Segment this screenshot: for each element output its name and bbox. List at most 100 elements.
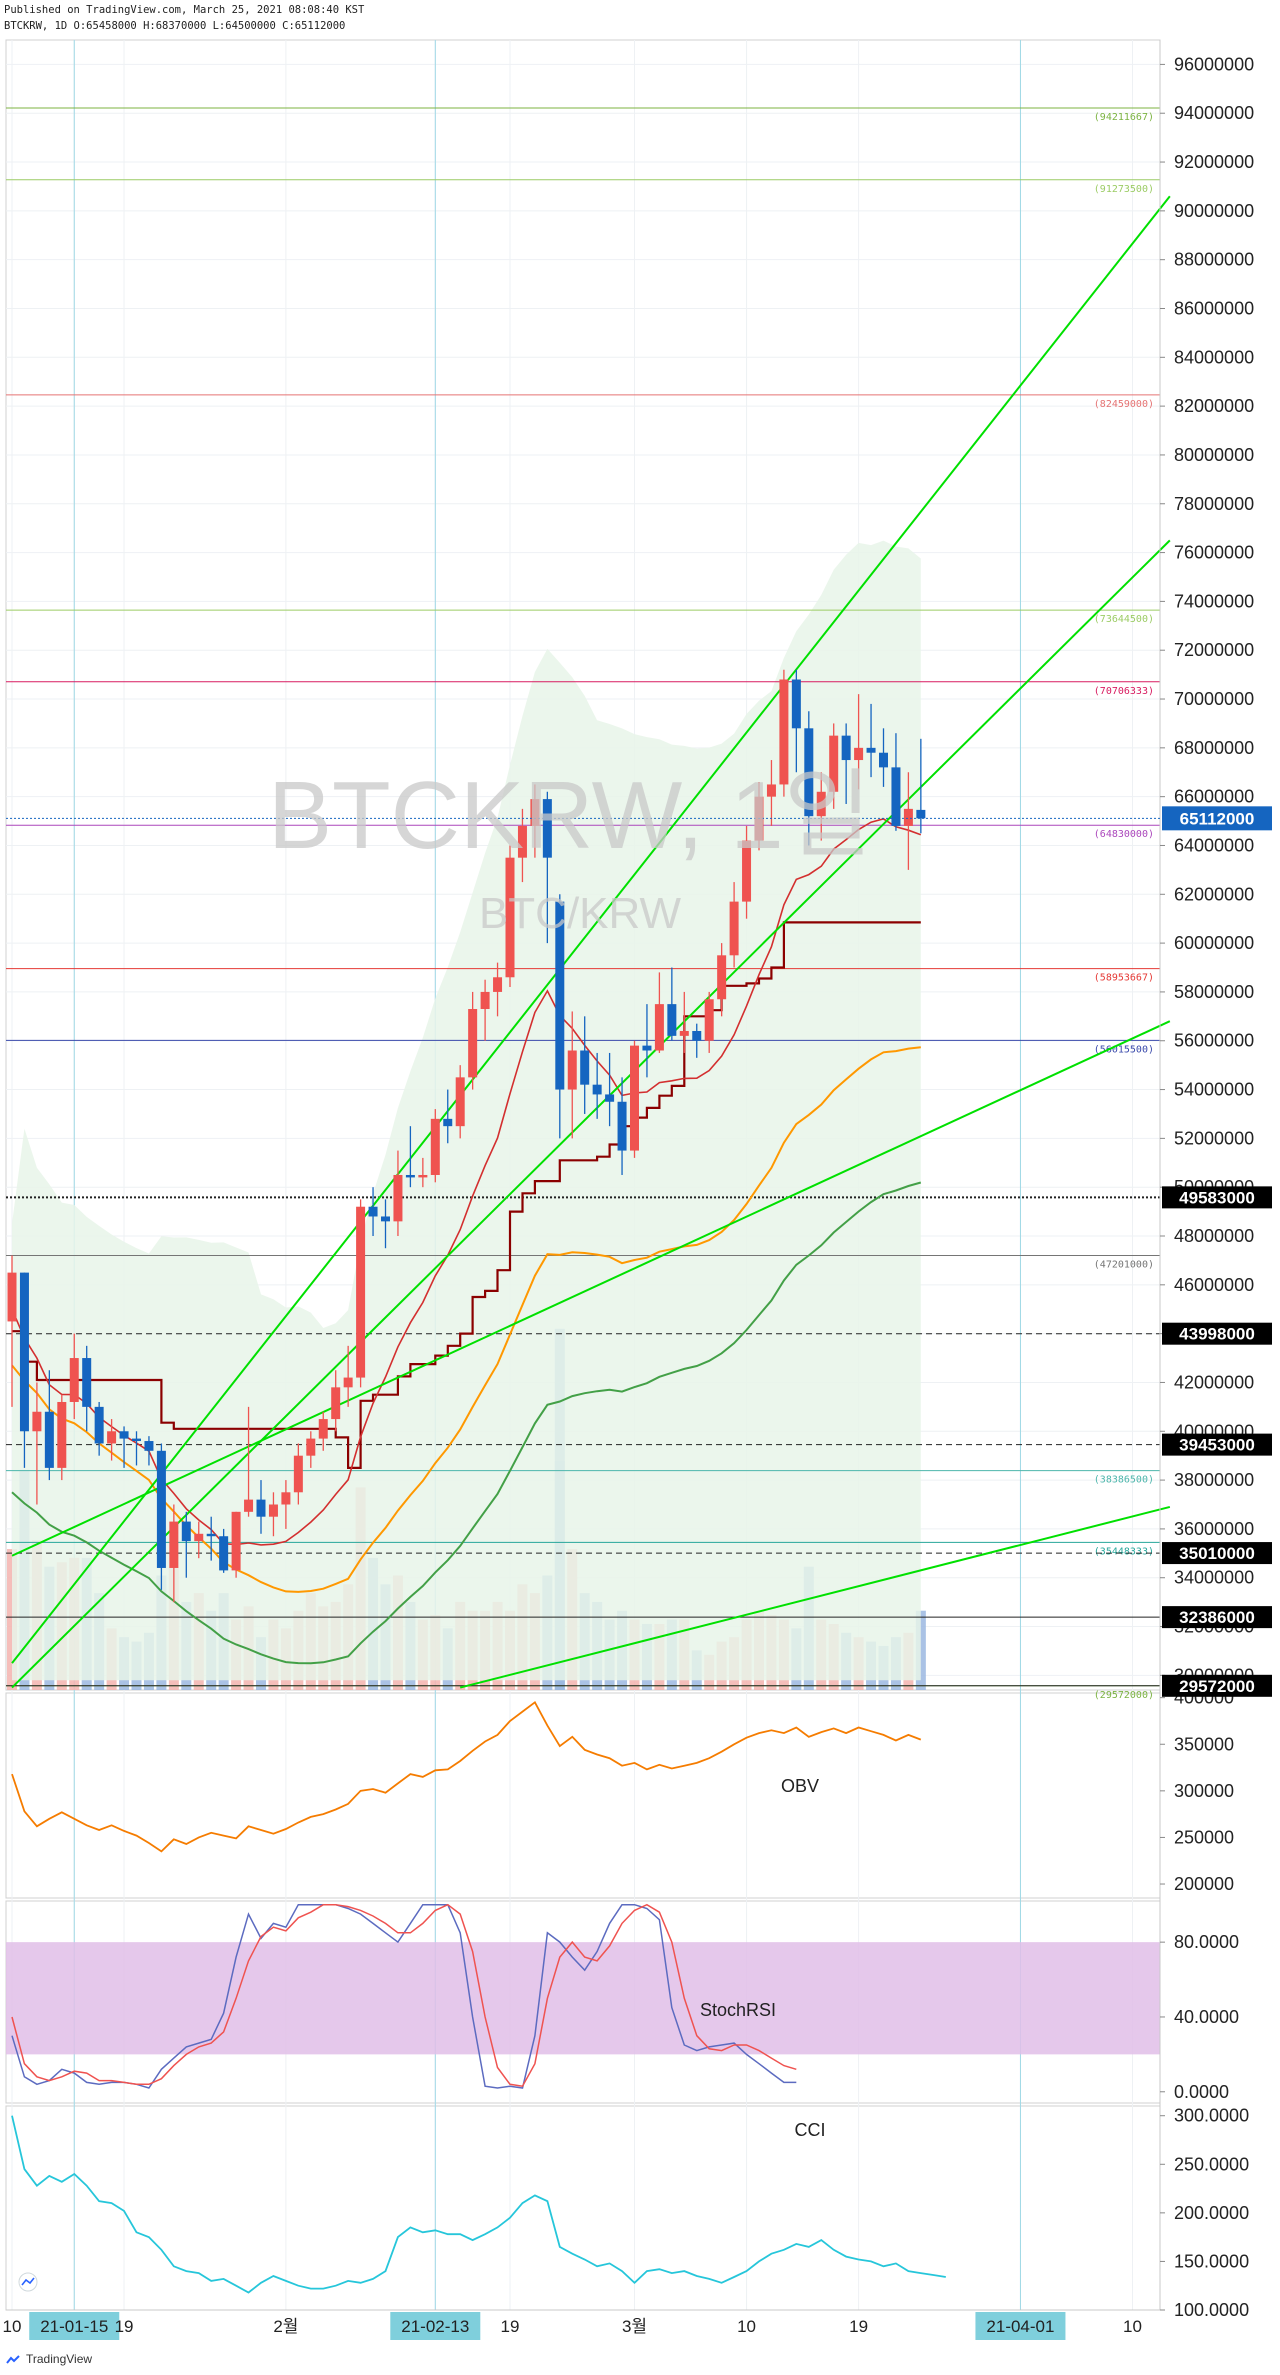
candle-body [679, 1030, 689, 1036]
cci-tick-label: 200.0000 [1174, 2203, 1249, 2223]
time-tick-label: 19 [115, 2317, 134, 2336]
stochrsi-label: StochRSI [700, 2000, 776, 2020]
stochrsi-d-line [11, 1903, 797, 2088]
candle-body [654, 1004, 664, 1051]
time-tick-label: 21-01-15 [40, 2317, 108, 2336]
tradingview-logo-icon [6, 2354, 22, 2364]
candle-body [94, 1406, 104, 1444]
candle-body [231, 1511, 241, 1571]
candle-body [405, 1174, 415, 1178]
candle-body [605, 1094, 615, 1102]
cci-label: CCI [795, 2120, 826, 2140]
price-tick-label: 88000000 [1174, 250, 1254, 270]
candle-body [667, 1004, 677, 1036]
candle-body [430, 1118, 440, 1175]
candle-body [306, 1438, 316, 1456]
candles [7, 669, 926, 1603]
obv-tick-label: 200000 [1174, 1874, 1234, 1894]
candle-body [567, 1050, 577, 1090]
indicator-panels [6, 1700, 1160, 2294]
channel-line [11, 539, 1171, 1689]
price-tick-label: 72000000 [1174, 640, 1254, 660]
level-label: (94211667) [1094, 112, 1154, 123]
stochrsi-tick-label: 80.0000 [1174, 1932, 1239, 1952]
candle-body [57, 1401, 67, 1468]
candle-body [829, 735, 839, 792]
candle-body [816, 791, 826, 817]
price-tick-label: 60000000 [1174, 933, 1254, 953]
time-tick-label: 2월 [273, 2317, 298, 2336]
price-tick-label: 58000000 [1174, 982, 1254, 1002]
candle-body [704, 999, 714, 1041]
footer-brand-label: TradingView [26, 2352, 93, 2366]
level-label: (35448333) [1094, 1546, 1154, 1557]
candle-body [69, 1358, 79, 1402]
price-tick-label: 34000000 [1174, 1568, 1254, 1588]
candle-body [742, 840, 752, 902]
candle-body [318, 1419, 328, 1439]
level-label: (38386500) [1094, 1475, 1154, 1486]
channel-line [11, 195, 1171, 1664]
time-tick-label: 3월 [622, 2317, 647, 2336]
price-tick-label: 54000000 [1174, 1080, 1254, 1100]
candle-body [132, 1438, 141, 1442]
candle-body [281, 1492, 291, 1505]
level-price-badge [1162, 1186, 1272, 1209]
chart-text: BTCKRW, 1일 BTC/KRW OBV StochRSI CCI [268, 762, 872, 2140]
price-tick-label: 46000000 [1174, 1275, 1254, 1295]
stochrsi-tick-label: 0.0000 [1174, 2082, 1229, 2102]
current-price-label: 65112000 [1180, 809, 1255, 828]
price-tick-label: 48000000 [1174, 1226, 1254, 1246]
price-tick-label: 94000000 [1174, 103, 1254, 123]
level-label: (91273500) [1094, 184, 1154, 195]
price-tick-label: 82000000 [1174, 396, 1254, 416]
candle-body [206, 1533, 216, 1537]
channel-line [11, 1020, 1171, 1557]
level-price-badge-label: 43998000 [1179, 1325, 1255, 1344]
time-tick-label: 10 [737, 2317, 756, 2336]
level-label: (82459000) [1094, 399, 1154, 410]
candle-body [791, 679, 801, 729]
candle-body [181, 1521, 191, 1542]
candle-body [268, 1504, 278, 1517]
level-label: (73644500) [1094, 614, 1154, 625]
candle-body [443, 1118, 453, 1127]
level-price-badge [1162, 1674, 1272, 1697]
footer-brand[interactable]: TradingView [6, 2352, 92, 2366]
obv-tick-label: 350000 [1174, 1734, 1234, 1754]
candle-body [19, 1272, 29, 1432]
candle-body [542, 799, 552, 858]
candle-body [493, 977, 503, 992]
time-tick-label: 21-02-13 [401, 2317, 469, 2336]
price-tick-label: 64000000 [1174, 835, 1254, 855]
time-tick-label: 21-04-01 [986, 2317, 1054, 2336]
cci-tick-label: 100.0000 [1174, 2300, 1249, 2320]
level-price-badge-label: 29572000 [1179, 1677, 1255, 1696]
candle-body [903, 808, 913, 826]
candle-body [82, 1358, 92, 1407]
candle-body [804, 728, 814, 817]
candle-body [418, 1174, 428, 1178]
horizontal-levels: (94211667) (91273500) (82459000) (73644500)… [6, 107, 1160, 1701]
price-tick-label: 70000000 [1174, 689, 1254, 709]
level-price-badge [1162, 1606, 1272, 1629]
candle-body [866, 747, 876, 753]
candle-body [119, 1431, 129, 1439]
level-label: (58953667) [1094, 973, 1154, 984]
candle-body [592, 1084, 602, 1095]
candle-body [729, 901, 739, 956]
price-tick-label: 42000000 [1174, 1372, 1254, 1392]
candle-body [580, 1050, 590, 1085]
price-tick-label: 56000000 [1174, 1031, 1254, 1051]
channel-line [459, 1505, 1171, 1689]
stochrsi-tick-label: 40.0000 [1174, 2007, 1239, 2027]
candle-body [331, 1387, 341, 1420]
candle-body [468, 1009, 478, 1078]
level-label: (70706333) [1094, 686, 1154, 697]
trend-channels [11, 195, 1171, 1689]
indicator-pane-frame [5, 2105, 1161, 2311]
candle-body [156, 1450, 166, 1568]
ohlc-caption: BTCKRW, 1D O:65458000 H:68370000 L:64500… [4, 20, 346, 32]
price-tick-label: 36000000 [1174, 1519, 1254, 1539]
